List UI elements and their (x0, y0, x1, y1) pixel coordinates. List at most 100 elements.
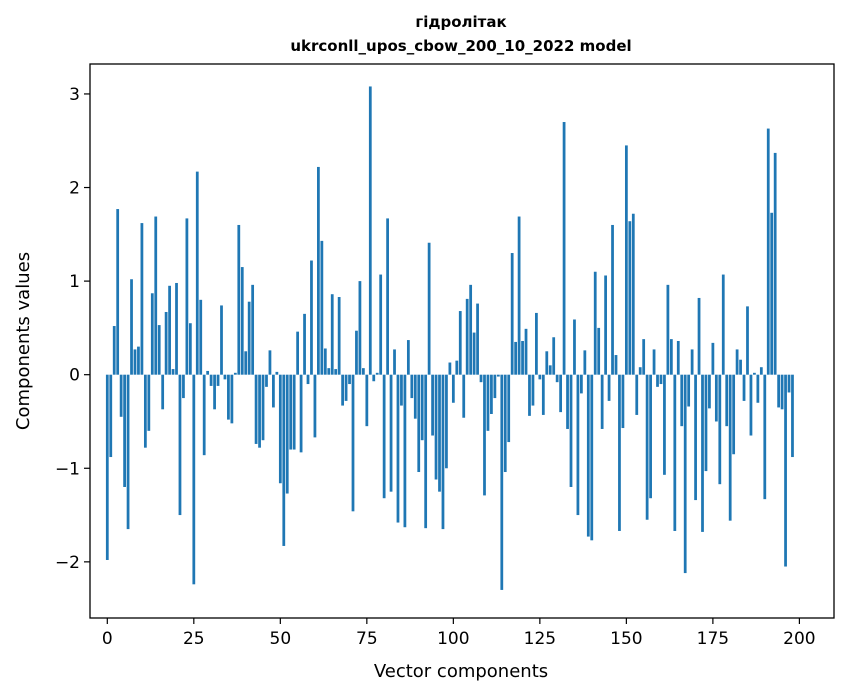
bar-83 (393, 349, 396, 375)
bar-63 (323, 348, 327, 375)
bar-97 (441, 374, 445, 530)
bar-84 (396, 374, 400, 523)
bars-group (105, 86, 794, 590)
bar-106 (472, 332, 476, 375)
y-tick-label: 2 (69, 179, 80, 199)
bar-58 (306, 374, 310, 385)
bar-130 (555, 374, 559, 383)
bar-7 (130, 279, 133, 375)
bar-0 (105, 374, 109, 560)
bar-114 (500, 374, 504, 590)
bar-29 (206, 370, 210, 375)
bar-138 (583, 350, 587, 375)
bar-3 (116, 209, 120, 375)
bar-187 (753, 372, 756, 375)
bar-157 (649, 374, 652, 499)
bar-76 (368, 86, 372, 375)
bar-96 (438, 374, 441, 492)
bar-104 (465, 298, 469, 375)
x-axis-ticks: 0 25 50 75 100 125 150 175 200 (102, 618, 816, 649)
bar-50 (278, 374, 282, 484)
bar-135 (573, 319, 576, 375)
bar-33 (220, 305, 223, 375)
bar-175 (711, 342, 715, 375)
bar-142 (597, 327, 601, 375)
bar-115 (503, 374, 507, 473)
bar-193 (773, 152, 777, 375)
x-tick-label: 0 (102, 629, 113, 649)
bar-100 (451, 374, 455, 403)
bar-161 (663, 374, 666, 475)
bar-89 (413, 374, 417, 419)
bar-198 (791, 374, 794, 458)
bar-20 (175, 282, 178, 375)
bar-170 (694, 374, 697, 501)
bar-80 (382, 374, 386, 499)
bar-26 (195, 171, 199, 375)
y-axis-ticks: −2 −1 0 1 2 3 (55, 85, 90, 573)
chart-subtitle: ukrconll_upos_cbow_200_10_2022 model (290, 37, 631, 55)
bar-171 (697, 297, 701, 375)
bar-101 (455, 360, 459, 375)
bar-140 (590, 374, 594, 541)
y-tick-label: 3 (69, 85, 80, 105)
x-tick-label: 200 (783, 629, 815, 649)
bar-137 (580, 374, 583, 394)
bar-159 (656, 374, 659, 387)
bar-180 (728, 374, 732, 521)
bar-172 (701, 374, 704, 532)
bar-179 (725, 374, 729, 427)
bar-149 (621, 374, 625, 429)
x-tick-label: 150 (610, 629, 642, 649)
bar-152 (631, 213, 635, 375)
bar-126 (541, 374, 545, 415)
bar-185 (746, 306, 749, 375)
bar-143 (600, 374, 604, 429)
bar-66 (334, 369, 338, 375)
bar-116 (507, 374, 511, 443)
bar-30 (209, 374, 213, 386)
bar-57 (303, 313, 306, 375)
bar-1 (109, 374, 113, 458)
bar-110 (486, 374, 490, 431)
bar-68 (341, 374, 344, 406)
bar-34 (223, 374, 227, 380)
bar-46 (265, 374, 268, 387)
bar-183 (739, 359, 742, 375)
bar-151 (628, 221, 632, 375)
bar-39 (240, 267, 244, 375)
bar-90 (417, 374, 421, 473)
bar-98 (445, 374, 448, 469)
y-tick-label: 1 (69, 272, 80, 292)
y-tick-label: −2 (55, 553, 80, 573)
bar-128 (548, 365, 552, 375)
bar-196 (784, 374, 787, 567)
bar-195 (780, 374, 784, 410)
bar-136 (576, 374, 580, 516)
bar-65 (330, 294, 334, 375)
bar-22 (182, 374, 185, 399)
bar-49 (275, 371, 279, 375)
bar-181 (732, 374, 736, 455)
bar-12 (147, 374, 151, 431)
bar-108 (479, 374, 483, 383)
bar-133 (566, 374, 569, 429)
x-tick-label: 75 (356, 629, 378, 649)
bar-92 (424, 374, 428, 529)
bar-102 (458, 311, 462, 375)
bar-107 (476, 303, 479, 375)
bar-160 (659, 374, 663, 385)
bar-8 (133, 349, 137, 375)
bar-52 (285, 374, 289, 494)
bar-184 (742, 374, 746, 401)
bar-148 (618, 374, 621, 531)
bar-35 (227, 374, 230, 420)
bar-154 (638, 367, 642, 375)
bar-74 (361, 368, 365, 375)
bar-189 (759, 367, 763, 375)
bar-81 (386, 218, 389, 375)
bar-178 (721, 274, 725, 375)
bar-19 (171, 369, 175, 375)
x-tick-label: 100 (437, 629, 469, 649)
bar-173 (704, 374, 708, 472)
